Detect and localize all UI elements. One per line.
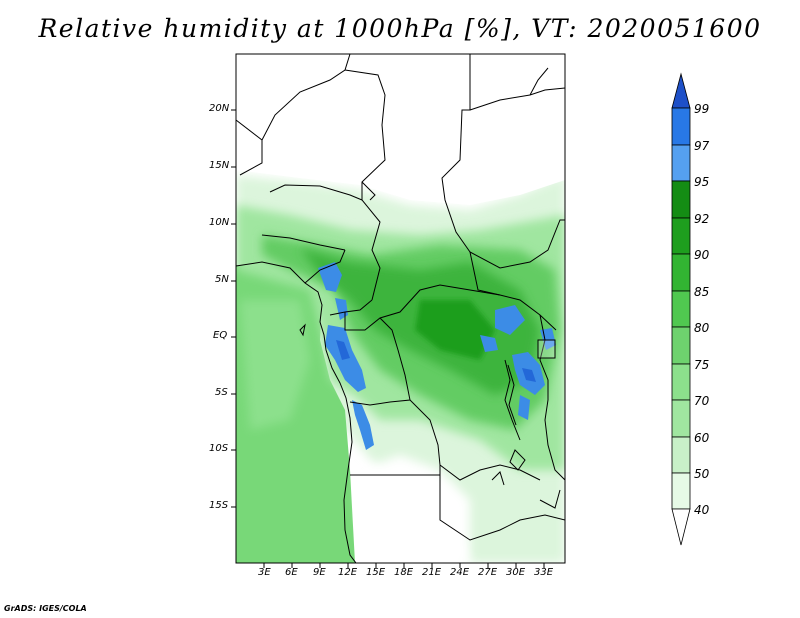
lon-label: 24E: [450, 567, 470, 578]
lat-label: 5N: [215, 274, 229, 285]
plot-title: Relative humidity at 1000hPa [%], VT: 20…: [38, 14, 762, 43]
north-dry-region: [236, 54, 565, 205]
lon-label: 6E: [285, 567, 298, 578]
colorbar-label: 40: [694, 503, 710, 517]
colorbar-label: 70: [694, 394, 710, 408]
lon-label: 15E: [366, 567, 386, 578]
colorbar-label: 80: [694, 321, 710, 335]
colorbar-label: 97: [694, 139, 710, 153]
lat-label: 10N: [209, 217, 230, 228]
lon-label: 33E: [534, 567, 554, 578]
lat-label: EQ: [213, 330, 228, 341]
lon-label: 3E: [258, 567, 271, 578]
colorbar-label: 75: [694, 358, 710, 372]
country-boundaries: [236, 54, 565, 563]
humidity-field: [236, 54, 565, 563]
lon-label: 30E: [506, 567, 526, 578]
colorbar-label: 50: [694, 467, 710, 481]
lat-label: 15S: [209, 500, 229, 511]
map-frame: [235, 53, 566, 564]
axis-ticks: [231, 109, 545, 568]
ocean-lighter-patch: [240, 300, 310, 430]
colorbar: [671, 72, 691, 546]
lon-label: 21E: [422, 567, 442, 578]
rh-92-95-region: [415, 300, 495, 360]
colorbar-label: 95: [694, 175, 710, 189]
lon-label: 9E: [313, 567, 326, 578]
lon-label: 12E: [338, 567, 358, 578]
colorbar-top-arrow: [671, 72, 691, 109]
colorbar-label: 85: [694, 285, 710, 299]
lon-label: 18E: [394, 567, 414, 578]
rh-95-99-patches: [318, 262, 556, 450]
credit-text: GrADS: IGES/COLA: [4, 604, 87, 613]
lat-label: 10S: [209, 443, 229, 454]
colorbar-label: 99: [694, 102, 710, 116]
lat-label: 20N: [209, 103, 230, 114]
lon-label: 27E: [478, 567, 498, 578]
colorbar-label: 90: [694, 248, 710, 262]
lat-label: 15N: [209, 160, 230, 171]
south-dry-region: [360, 455, 470, 563]
colorbar-label: 92: [694, 212, 710, 226]
lat-label: 5S: [215, 387, 228, 398]
colorbar-label: 60: [694, 431, 710, 445]
colorbar-bottom-arrow: [671, 508, 691, 546]
